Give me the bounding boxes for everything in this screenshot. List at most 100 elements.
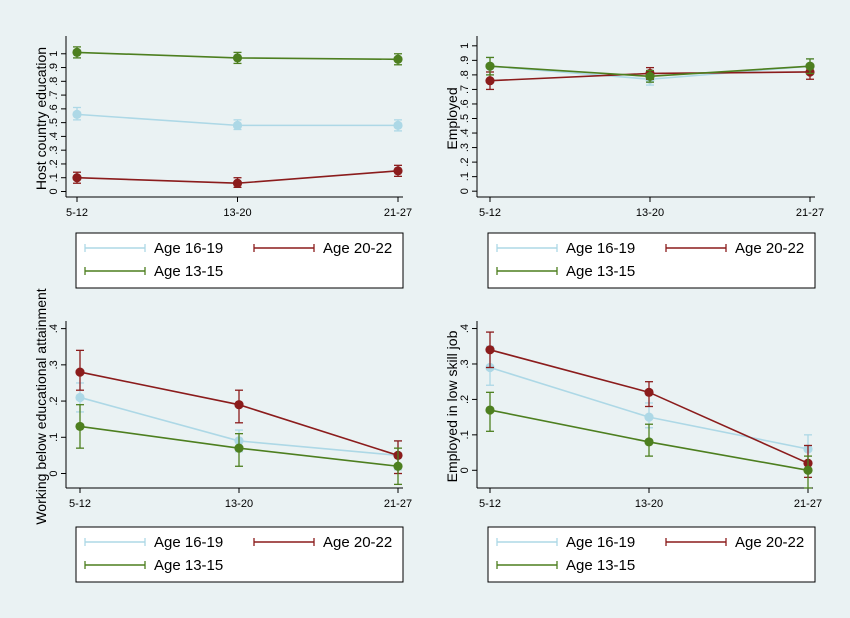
- data-point: [393, 120, 403, 130]
- x-tick-label: 13-20: [635, 498, 663, 510]
- legend-label: Age 20-22: [323, 534, 392, 551]
- data-point: [803, 465, 813, 475]
- y-tick-label: .1: [48, 433, 60, 442]
- y-tick-label: .3: [48, 146, 60, 155]
- data-point: [232, 53, 243, 63]
- data-point: [232, 120, 243, 130]
- legend-box: [487, 232, 816, 289]
- y-tick-label: .4: [48, 132, 60, 141]
- y-tick-label: .7: [48, 90, 60, 99]
- legend-label: Age 20-22: [735, 240, 804, 257]
- data-point: [393, 166, 403, 176]
- y-axis-label: Employed in low skill job: [444, 330, 460, 482]
- y-axis-label: Host country education: [33, 47, 49, 190]
- legend-item: Age 13-15: [496, 263, 635, 280]
- legend-item: Age 20-22: [665, 534, 804, 551]
- y-tick-label: .4: [459, 128, 471, 137]
- chart-panel-4: 0 .1 .2 .3 .4 5-12 13-20 21-27 Employed in low s…: [444, 321, 822, 583]
- y-tick-label: 0: [48, 470, 60, 476]
- y-tick-label: .3: [48, 360, 60, 369]
- y-tick-label: .1: [48, 173, 60, 182]
- data-point: [644, 437, 654, 447]
- data-point: [485, 61, 495, 71]
- y-tick-label: 1: [459, 43, 471, 49]
- legend-label: Age 20-22: [735, 534, 804, 551]
- data-point: [72, 173, 82, 183]
- x-tick-label: 21-27: [384, 207, 412, 219]
- y-tick-label: .2: [459, 158, 471, 167]
- data-point: [485, 345, 495, 355]
- legend: Age 16-19 Age 20-22 Age 13-15: [487, 232, 816, 289]
- data-point: [393, 54, 403, 64]
- y-tick-label: .2: [459, 395, 471, 404]
- y-tick-label: .7: [459, 85, 471, 94]
- chart-panel-3: 0 .1 .2 .3 .4 5-12 13-20 21-27 Working below edu…: [33, 288, 412, 583]
- legend: Age 16-19 Age 20-22 Age 13-15: [75, 232, 404, 289]
- legend-label: Age 20-22: [323, 240, 392, 257]
- x-tick-label: 5-12: [479, 498, 501, 510]
- y-tick-label: .6: [48, 104, 60, 113]
- y-tick-label: .2: [48, 396, 60, 405]
- data-point: [485, 76, 495, 86]
- legend-item: Age 20-22: [665, 240, 804, 257]
- series-age-20-22: [72, 164, 403, 189]
- y-tick-label: 0: [48, 188, 60, 194]
- x-tick-label: 13-20: [636, 207, 664, 219]
- y-tick-label: .3: [459, 143, 471, 152]
- y-tick-label: .4: [459, 324, 471, 333]
- data-point: [644, 412, 654, 422]
- legend-item: Age 16-19: [84, 240, 223, 257]
- legend-item: Age 20-22: [253, 240, 392, 257]
- data-point: [805, 61, 815, 71]
- legend-label: Age 13-15: [566, 557, 635, 574]
- x-tick-label: 21-27: [794, 498, 822, 510]
- x-tick-label: 13-20: [223, 207, 251, 219]
- legend-label: Age 13-15: [154, 263, 223, 280]
- legend-item: Age 20-22: [253, 534, 392, 551]
- series-age-13-15: [485, 56, 815, 83]
- series-age-13-15: [485, 391, 813, 489]
- legend-item: Age 16-19: [84, 534, 223, 551]
- x-tick-label: 5-12: [69, 498, 91, 510]
- y-tick-label: .4: [48, 324, 60, 333]
- legend-item: Age 13-15: [496, 557, 635, 574]
- x-tick-label: 5-12: [66, 207, 88, 219]
- y-axis-label: Working below educational attainment: [33, 288, 49, 524]
- legend: Age 16-19 Age 20-22 Age 13-15: [487, 526, 816, 583]
- data-point: [393, 461, 403, 471]
- data-point: [485, 405, 495, 415]
- legend-label: Age 13-15: [566, 263, 635, 280]
- data-point: [644, 387, 654, 397]
- y-tick-label: .6: [459, 99, 471, 108]
- x-tick-label: 13-20: [225, 498, 253, 510]
- y-tick-label: .9: [48, 63, 60, 72]
- y-tick-label: .5: [459, 114, 471, 123]
- y-tick-label: .5: [48, 118, 60, 127]
- y-tick-label: .1: [459, 430, 471, 439]
- series-age-13-15: [75, 404, 403, 486]
- data-point: [234, 443, 244, 453]
- y-tick-label: 1: [48, 51, 60, 57]
- legend-label: Age 16-19: [566, 534, 635, 551]
- legend-box: [75, 232, 404, 289]
- legend-item: Age 16-19: [496, 534, 635, 551]
- y-tick-label: 0: [459, 188, 471, 194]
- x-tick-label: 5-12: [479, 207, 501, 219]
- y-tick-label: .2: [48, 159, 60, 168]
- series-age-16-19: [72, 106, 403, 132]
- legend-label: Age 16-19: [566, 240, 635, 257]
- chart-panel-2: 0 .1 .2 .3 .4 .5 .6 .7 .8 .9 1 5-12 13-20 21-27 Employ…: [444, 36, 824, 289]
- legend-item: Age 16-19: [496, 240, 635, 257]
- x-tick-label: 21-27: [796, 207, 824, 219]
- legend-label: Age 16-19: [154, 240, 223, 257]
- y-tick-label: .3: [459, 359, 471, 368]
- y-tick-label: 0: [459, 467, 471, 473]
- legend-box: [487, 526, 816, 583]
- series-age-20-22: [485, 331, 813, 479]
- data-point: [232, 178, 243, 188]
- data-point: [75, 367, 85, 377]
- y-tick-label: .8: [459, 70, 471, 79]
- legend-item: Age 13-15: [84, 263, 223, 280]
